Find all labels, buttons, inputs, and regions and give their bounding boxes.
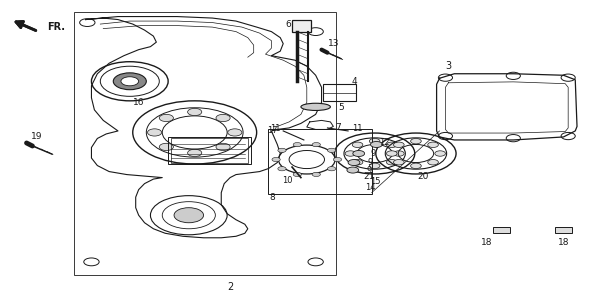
Circle shape (345, 151, 356, 156)
Text: 11: 11 (270, 124, 281, 133)
Circle shape (272, 157, 280, 162)
Circle shape (333, 157, 342, 162)
Circle shape (216, 114, 230, 122)
Text: 9: 9 (371, 149, 375, 158)
Bar (74, 12, 336, 275)
Circle shape (371, 141, 382, 147)
Circle shape (327, 148, 336, 152)
Text: FR.: FR. (47, 22, 65, 32)
Circle shape (293, 143, 301, 147)
Bar (292, 20, 311, 32)
Circle shape (121, 77, 139, 86)
Text: 14: 14 (365, 183, 375, 192)
Circle shape (278, 167, 286, 171)
Circle shape (159, 114, 173, 122)
Circle shape (428, 142, 438, 147)
Circle shape (386, 160, 397, 165)
Bar (323, 84, 356, 101)
Text: 9: 9 (366, 166, 371, 175)
Text: 21: 21 (363, 172, 375, 181)
Text: 19: 19 (31, 132, 43, 141)
Circle shape (312, 143, 320, 147)
Bar (171, 138, 248, 163)
Text: 8: 8 (270, 193, 276, 202)
Circle shape (394, 142, 404, 147)
Text: 10: 10 (282, 176, 293, 185)
Circle shape (312, 172, 320, 176)
Text: 17: 17 (267, 126, 278, 135)
Circle shape (435, 151, 445, 156)
Text: 18: 18 (558, 238, 569, 247)
Circle shape (428, 160, 438, 165)
Circle shape (113, 73, 146, 90)
Text: 16: 16 (133, 98, 145, 107)
Text: 3: 3 (445, 61, 451, 71)
Circle shape (386, 151, 397, 156)
Circle shape (188, 108, 202, 116)
Circle shape (348, 160, 360, 166)
Circle shape (394, 151, 404, 156)
Circle shape (352, 160, 363, 165)
Circle shape (174, 208, 204, 223)
Circle shape (216, 143, 230, 150)
Bar (555, 227, 572, 233)
Text: 4: 4 (351, 77, 357, 86)
Circle shape (369, 163, 380, 169)
Circle shape (188, 149, 202, 157)
Bar (168, 137, 251, 164)
Text: 5: 5 (338, 103, 344, 112)
Text: 18: 18 (481, 238, 493, 247)
Text: 20: 20 (417, 172, 429, 181)
Circle shape (353, 150, 365, 157)
Circle shape (278, 148, 286, 152)
Circle shape (386, 142, 397, 147)
Circle shape (293, 172, 301, 176)
Circle shape (369, 138, 380, 144)
Circle shape (394, 160, 404, 165)
Text: 9: 9 (368, 158, 373, 167)
Text: 13: 13 (327, 39, 339, 48)
Circle shape (352, 142, 363, 147)
Circle shape (327, 167, 336, 171)
Circle shape (411, 163, 421, 169)
Circle shape (228, 129, 242, 136)
Bar (268, 129, 372, 194)
Text: 11: 11 (352, 124, 362, 133)
Circle shape (347, 167, 359, 173)
Text: 6: 6 (285, 20, 291, 29)
Bar (493, 227, 510, 233)
Ellipse shape (301, 103, 330, 110)
Text: 2: 2 (227, 281, 233, 292)
Circle shape (159, 143, 173, 150)
Text: 7: 7 (335, 123, 341, 132)
Circle shape (411, 138, 421, 144)
Text: 15: 15 (371, 177, 381, 186)
Circle shape (148, 129, 162, 136)
Text: 12: 12 (379, 138, 390, 147)
